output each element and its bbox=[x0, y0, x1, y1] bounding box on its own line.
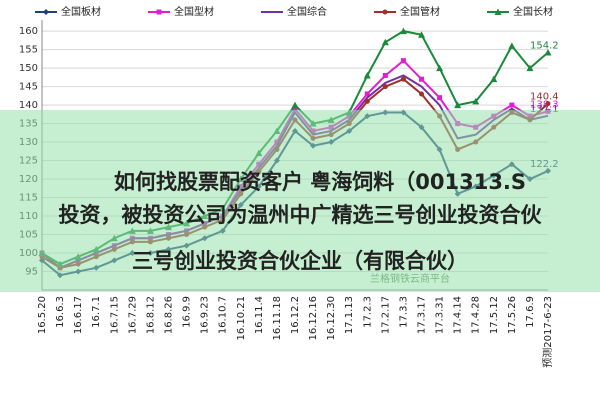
marker bbox=[436, 64, 444, 72]
marker bbox=[494, 8, 502, 15]
marker bbox=[419, 91, 424, 97]
marker bbox=[43, 9, 49, 15]
x-tick-label: 16.7.29 bbox=[127, 296, 138, 334]
marker bbox=[419, 76, 424, 82]
x-tick-label: 16.7.15 bbox=[109, 296, 120, 334]
x-tick-label: 17.2.17 bbox=[380, 296, 391, 334]
marker bbox=[545, 101, 551, 107]
marker bbox=[418, 31, 425, 38]
x-tick-label: 16.5.20 bbox=[37, 296, 48, 334]
x-tick-label: 16.10.21 bbox=[236, 296, 247, 341]
y-tick-label: 150 bbox=[19, 63, 38, 74]
overlay-text: 投资，被投资公司为温州中广精选三号创业投资合伙 bbox=[59, 203, 543, 227]
x-tick-label: 16.8.12 bbox=[145, 296, 156, 334]
marker bbox=[291, 101, 299, 109]
marker bbox=[399, 27, 407, 35]
legend-label: 全国板材 bbox=[61, 5, 101, 18]
marker bbox=[437, 95, 443, 101]
marker bbox=[400, 58, 406, 64]
x-tick-label: 16.6.3 bbox=[55, 296, 66, 328]
y-tick-label: 160 bbox=[19, 26, 38, 37]
x-tick-label: 16.6.17 bbox=[73, 296, 84, 334]
x-tick-label: 17.5.12 bbox=[489, 296, 500, 334]
marker bbox=[364, 98, 370, 104]
end-label: 138.3 bbox=[530, 99, 559, 110]
y-tick-label: 155 bbox=[19, 45, 38, 56]
x-tick-label: 16.12.2 bbox=[290, 296, 301, 334]
marker bbox=[490, 75, 498, 83]
x-tick-label: 17.6.9 bbox=[525, 296, 536, 328]
overlay-banner bbox=[0, 110, 600, 292]
marker bbox=[508, 42, 516, 49]
x-tick-label: 预测2017-6-23 bbox=[541, 296, 554, 368]
x-tick-label: 16.11.18 bbox=[272, 296, 283, 341]
marker bbox=[381, 38, 389, 46]
marker bbox=[382, 9, 388, 15]
overlay-text: 三号创业投资合伙企业（有限合伙） bbox=[132, 249, 468, 273]
marker bbox=[526, 64, 534, 72]
x-tick-label: 16.8.26 bbox=[164, 296, 175, 334]
marker bbox=[363, 71, 371, 79]
y-tick-label: 145 bbox=[19, 82, 38, 93]
marker bbox=[472, 97, 480, 105]
marker bbox=[382, 72, 388, 78]
x-tick-label: 17.3.3 bbox=[398, 296, 409, 328]
legend-label: 全国型材 bbox=[174, 5, 214, 18]
x-tick-label: 17.3.31 bbox=[435, 296, 446, 334]
end-label: 154.2 bbox=[530, 41, 559, 52]
marker bbox=[292, 106, 298, 112]
x-tick-label: 16.11.4 bbox=[254, 296, 265, 334]
marker bbox=[544, 49, 552, 56]
x-tick-label: 16.10.7 bbox=[218, 296, 229, 334]
marker bbox=[509, 102, 515, 108]
legend-label: 全国管材 bbox=[400, 5, 440, 18]
x-tick-label: 17.2.3 bbox=[362, 296, 373, 328]
marker bbox=[454, 101, 462, 109]
marker bbox=[364, 91, 370, 97]
x-tick-label: 17.4.14 bbox=[453, 296, 464, 334]
y-tick-label: 140 bbox=[19, 100, 38, 111]
x-tick-label: 17.5.26 bbox=[507, 296, 518, 334]
end-label: 137.1 bbox=[530, 104, 559, 115]
legend-label: 全国综合 bbox=[287, 5, 327, 18]
x-tick-label: 17.4.28 bbox=[471, 296, 482, 334]
x-tick-label: 16.12.30 bbox=[326, 296, 337, 341]
x-tick-label: 16.9.23 bbox=[200, 296, 211, 334]
x-tick-label: 16.9.9 bbox=[182, 296, 193, 328]
x-tick-label: 17.1.13 bbox=[344, 296, 355, 334]
marker bbox=[400, 76, 406, 82]
marker bbox=[382, 84, 388, 90]
marker bbox=[156, 9, 162, 15]
x-tick-label: 16.12.16 bbox=[308, 296, 319, 341]
end-label: 140.4 bbox=[530, 92, 559, 103]
legend-label: 全国长材 bbox=[513, 5, 553, 18]
x-tick-label: 17.3.17 bbox=[417, 296, 428, 334]
overlay-text: 如何找股票配资客户 粤海饲料（001313.S bbox=[114, 170, 526, 194]
x-tick-label: 16.7.1 bbox=[91, 296, 102, 328]
